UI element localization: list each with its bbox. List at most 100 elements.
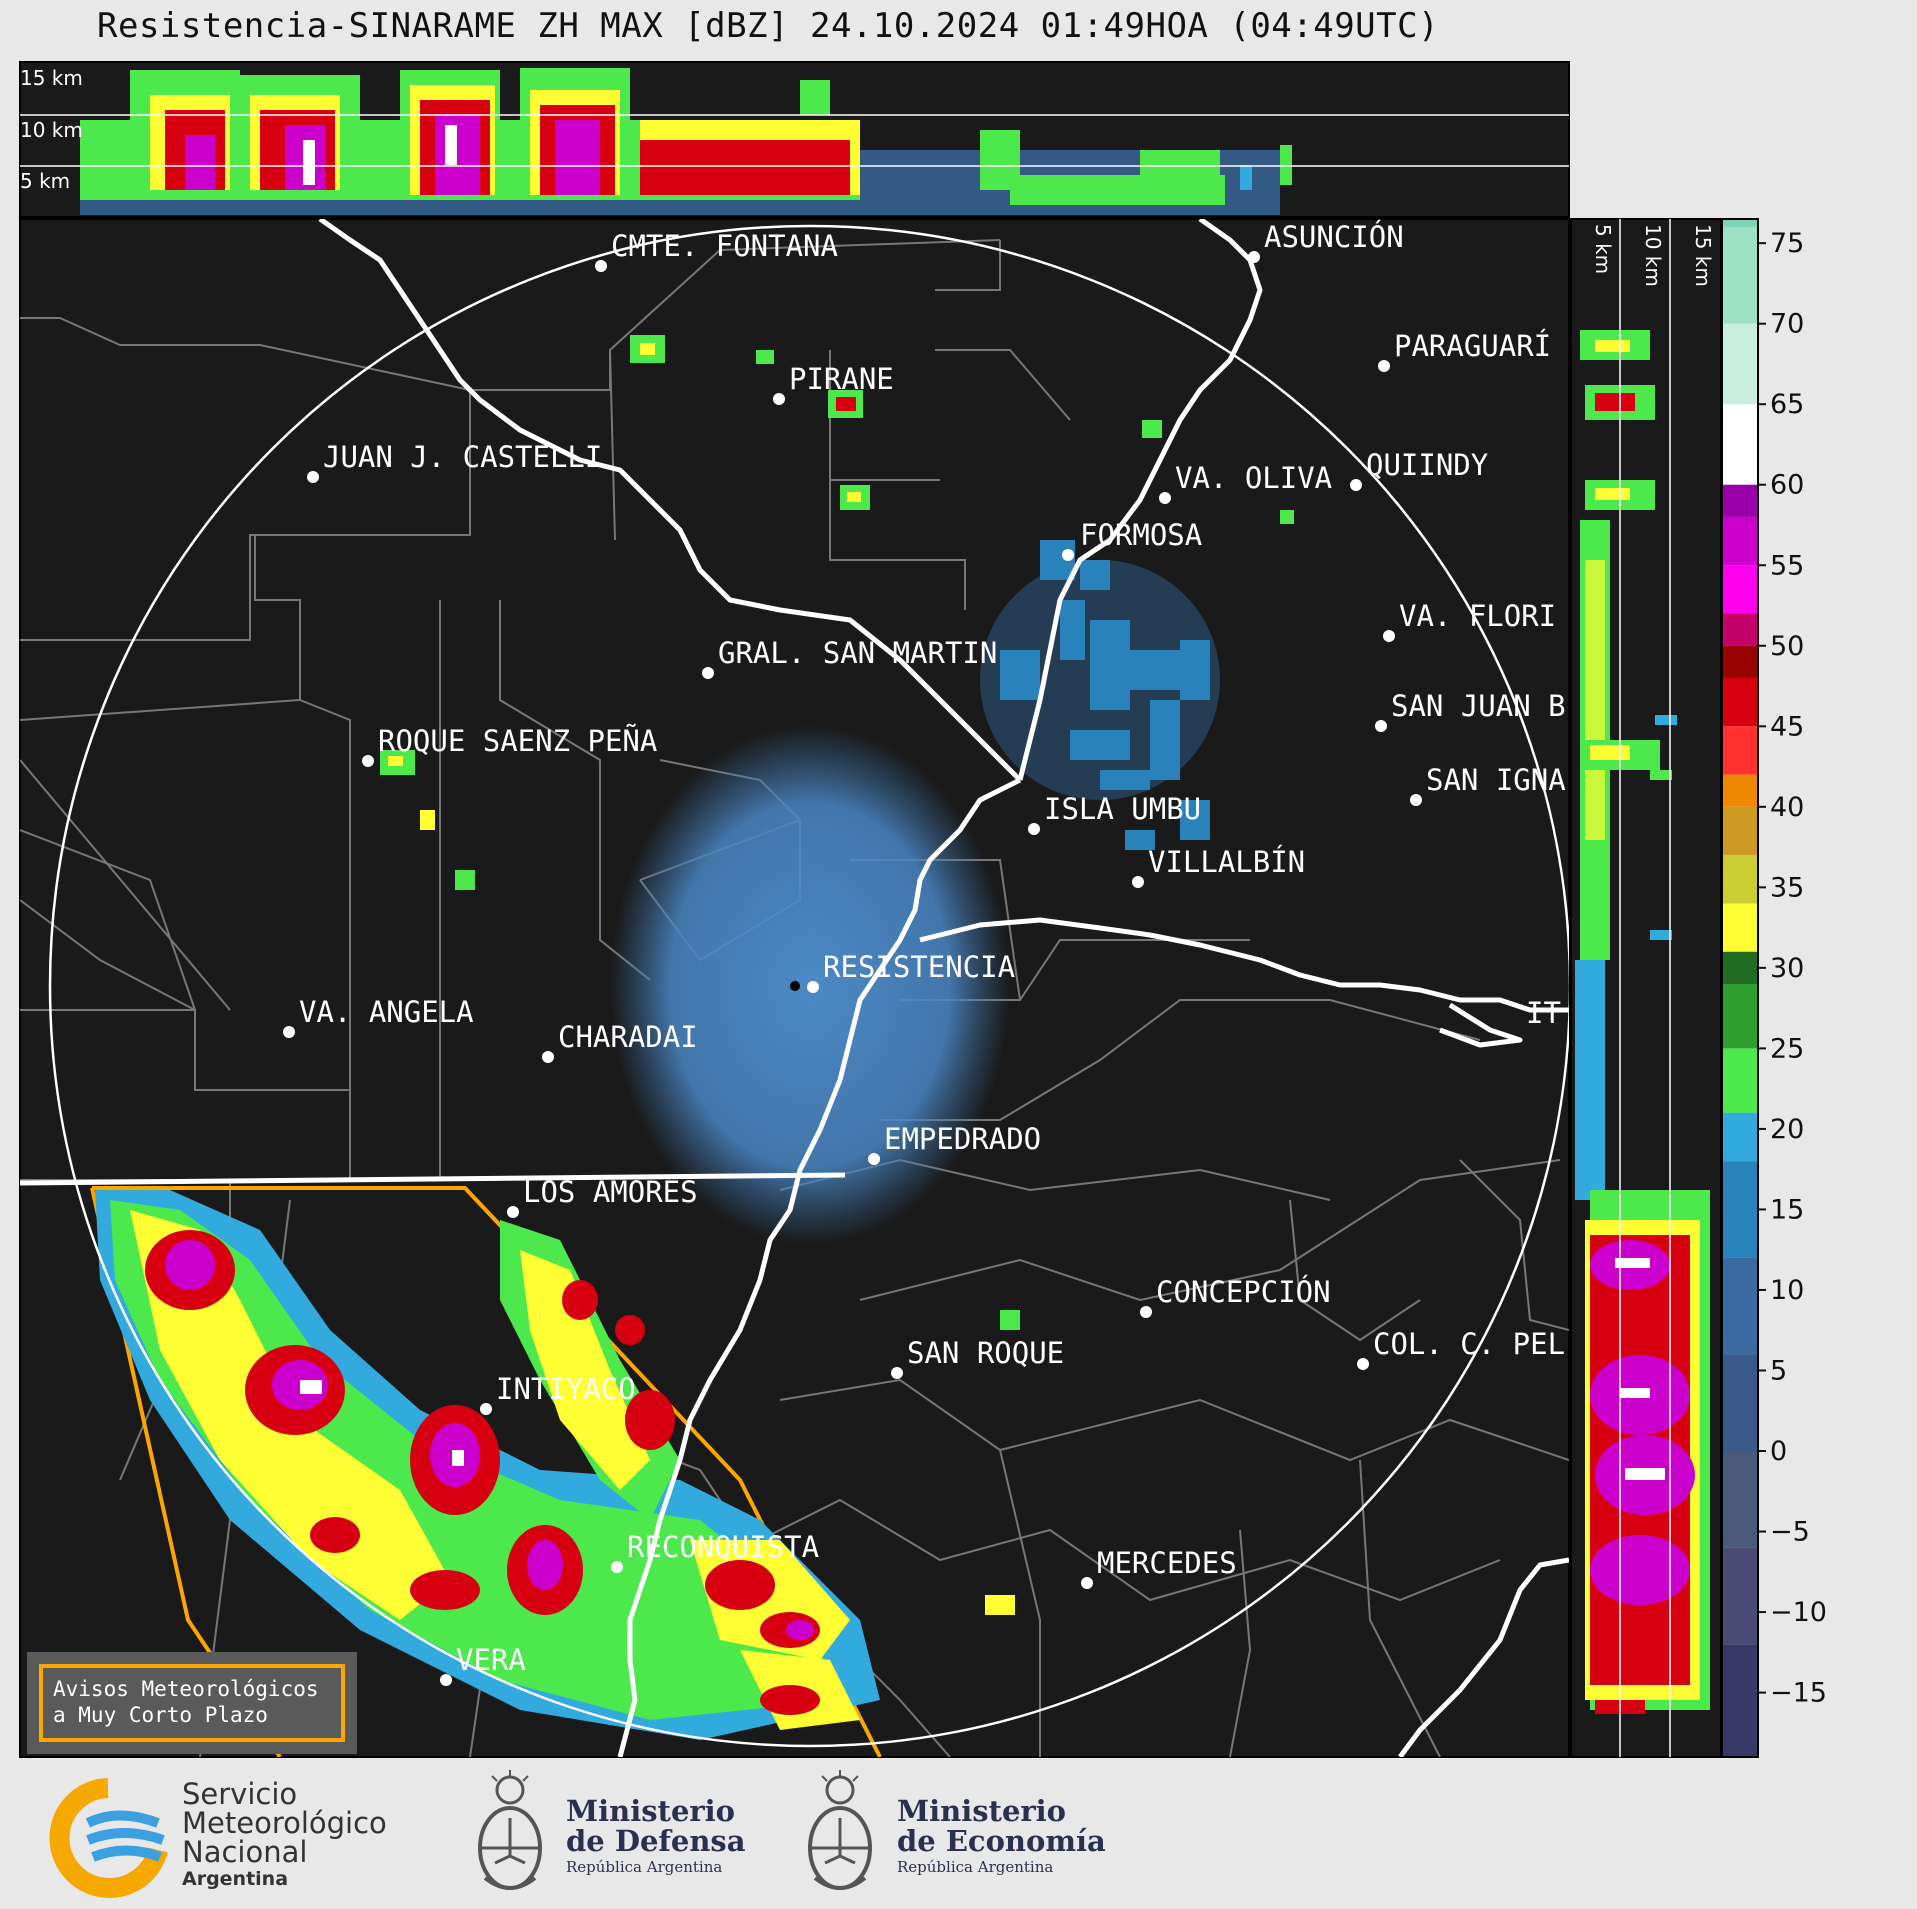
city-label: MERCEDES bbox=[1097, 1546, 1237, 1580]
colorbar-tick-label: −15 bbox=[1770, 1678, 1827, 1709]
colorbar-swatch bbox=[1722, 484, 1758, 517]
city-label: RESISTENCIA bbox=[823, 950, 1015, 984]
city-dot bbox=[595, 260, 607, 272]
city-label: EMPEDRADO bbox=[884, 1122, 1041, 1156]
colorbar-swatch bbox=[1722, 983, 1758, 1049]
city-label: PARAGUARÍ bbox=[1394, 329, 1551, 363]
colorbar-swatch bbox=[1722, 1354, 1758, 1452]
colorbar-tick-label: 5 bbox=[1770, 1355, 1787, 1386]
city-dot bbox=[1378, 360, 1390, 372]
city-dot bbox=[773, 393, 785, 405]
light-echoes-northeast bbox=[1000, 540, 1210, 850]
city-dot bbox=[1132, 876, 1144, 888]
colorbar-swatch bbox=[1722, 806, 1758, 856]
colorbar-swatch bbox=[1722, 323, 1758, 405]
city-label: SAN JUAN B bbox=[1391, 689, 1566, 723]
colorbar-swatch bbox=[1722, 1547, 1758, 1645]
smn-line-3: Nacional bbox=[182, 1835, 308, 1869]
city-dot bbox=[1062, 549, 1074, 561]
city-dot bbox=[1375, 720, 1387, 732]
small-echoes-north bbox=[380, 335, 1294, 1615]
smn-emblem-icon bbox=[49, 1778, 168, 1898]
colorbar-tick-label: 0 bbox=[1770, 1436, 1787, 1467]
city-label: COL. C. PEL bbox=[1373, 1327, 1565, 1361]
colorbar-tick-label: 70 bbox=[1770, 309, 1804, 340]
colorbar-swatch bbox=[1722, 404, 1758, 485]
defensa-line-2: de Defensa bbox=[566, 1824, 746, 1858]
warning-line-1: Avisos Meteorológicos bbox=[53, 1677, 319, 1701]
city-dot bbox=[1248, 251, 1260, 263]
top-height-label-10km: 10 km bbox=[20, 118, 83, 142]
city-label: VERA bbox=[456, 1643, 526, 1677]
city-dot bbox=[702, 667, 714, 679]
city-label: SAN IGNA bbox=[1426, 763, 1566, 797]
colorbar-swatch bbox=[1722, 855, 1758, 904]
side-height-label-15km: 15 km bbox=[1691, 224, 1715, 287]
colorbar-tick-label: 20 bbox=[1770, 1114, 1804, 1145]
city-dot bbox=[1140, 1306, 1152, 1318]
top-profile-echoes bbox=[80, 68, 1292, 215]
city-dot bbox=[440, 1674, 452, 1686]
city-markers bbox=[283, 251, 1422, 1686]
city-dot bbox=[868, 1153, 880, 1165]
colorbar-tick-label: 35 bbox=[1770, 872, 1804, 903]
city-label: PIRANE bbox=[789, 362, 894, 396]
city-labels: CMTE. FONTANA ASUNCIÓN PIRANE PARAGUARÍ … bbox=[299, 220, 1566, 1677]
city-label: IT bbox=[1526, 996, 1561, 1030]
colorbar-swatch bbox=[1722, 516, 1758, 566]
top-height-label-5km: 5 km bbox=[20, 169, 70, 193]
smn-wordmark: Servicio Meteorológico Nacional Argentin… bbox=[182, 1780, 387, 1891]
rivers bbox=[318, 219, 1569, 1757]
colorbar-tick-label: 75 bbox=[1770, 228, 1804, 259]
economia-line-3: República Argentina bbox=[897, 1858, 1054, 1876]
city-dot bbox=[891, 1367, 903, 1379]
side-height-label-10km: 10 km bbox=[1641, 224, 1665, 287]
economia-wordmark: Ministerio de Economía República Argenti… bbox=[897, 1796, 1106, 1878]
range-ring bbox=[48, 224, 1569, 1748]
city-dot bbox=[480, 1403, 492, 1415]
side-height-label-5km: 5 km bbox=[1591, 224, 1615, 274]
smn-line-1: Servicio bbox=[182, 1777, 298, 1811]
province-border-line bbox=[20, 1172, 846, 1186]
colorbar-tick-label: 40 bbox=[1770, 792, 1804, 823]
top-height-label-15km: 15 km bbox=[20, 66, 83, 90]
city-dot bbox=[1383, 630, 1395, 642]
colorbar-swatch bbox=[1722, 1644, 1758, 1757]
colorbar-swatch bbox=[1722, 1451, 1758, 1548]
city-label: CMTE. FONTANA bbox=[611, 229, 838, 263]
colorbar-tick-label: 60 bbox=[1770, 470, 1804, 501]
logo-strip: Servicio Meteorológico Nacional Argentin… bbox=[0, 1760, 1917, 1909]
warning-box-frame: Avisos Meteorológicos a Muy Corto Plazo bbox=[39, 1664, 345, 1742]
city-label: CONCEPCIÓN bbox=[1156, 1275, 1331, 1309]
city-label: ROQUE SAENZ PEÑA bbox=[378, 724, 657, 758]
smn-line-4: Argentina bbox=[182, 1868, 289, 1890]
colorbar-swatch bbox=[1722, 1161, 1758, 1258]
colorbar-swatch bbox=[1722, 677, 1758, 727]
city-label: SAN ROQUE bbox=[907, 1336, 1064, 1370]
city-label: ISLA UMBU bbox=[1044, 792, 1201, 826]
colorbar-swatch bbox=[1722, 613, 1758, 646]
colorbar-swatch bbox=[1722, 1112, 1758, 1162]
city-label: GRAL. SAN MARTIN bbox=[718, 636, 997, 670]
city-dot bbox=[1410, 794, 1422, 806]
colorbar-swatch bbox=[1722, 1048, 1758, 1113]
colorbar-tick-label: −5 bbox=[1770, 1517, 1810, 1548]
economia-line-1: Ministerio bbox=[897, 1794, 1067, 1828]
city-dot bbox=[1081, 1577, 1093, 1589]
city-dot bbox=[542, 1051, 554, 1063]
smn-logo bbox=[48, 1778, 168, 1898]
smn-line-2: Meteorológico bbox=[182, 1806, 387, 1840]
defensa-line-3: República Argentina bbox=[566, 1858, 723, 1876]
city-label: VA. OLIVA bbox=[1175, 461, 1332, 495]
city-dot bbox=[283, 1026, 295, 1038]
colorbar-tick-label: 45 bbox=[1770, 711, 1804, 742]
colorbar-swatch bbox=[1722, 645, 1758, 678]
top-height-profile: 15 km 10 km 5 km bbox=[19, 61, 1570, 218]
defensa-wordmark: Ministerio de Defensa República Argentin… bbox=[566, 1796, 746, 1878]
colorbar-tick-label: 50 bbox=[1770, 631, 1804, 662]
colorbar-tick-label: 15 bbox=[1770, 1194, 1804, 1225]
storm-complex-southwest bbox=[95, 1190, 880, 1740]
colorbar-tick-label: −10 bbox=[1770, 1597, 1827, 1628]
